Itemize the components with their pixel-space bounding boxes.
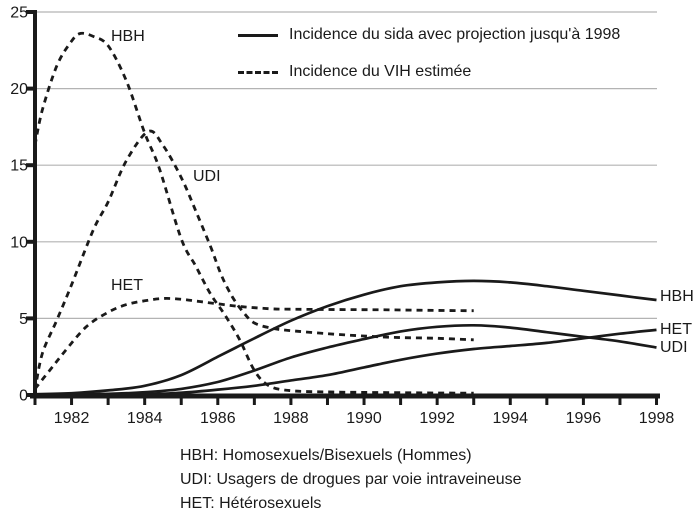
curve-udi-dashed xyxy=(33,129,474,391)
curve-label-udi-right: UDI xyxy=(660,339,688,356)
x-tick-label: 1998 xyxy=(639,410,675,427)
curve-label-het-right: HET xyxy=(660,321,692,338)
y-tick-label: 25 xyxy=(10,5,28,22)
solid-line-sample-icon xyxy=(238,33,278,37)
x-tick-label: 1994 xyxy=(492,410,528,427)
footnote-block: HBH: Homosexuels/Bisexuels (Hommes) UDI:… xyxy=(180,444,522,508)
x-tick-label: 1988 xyxy=(273,410,309,427)
footnote-het: HET: Hétérosexuels xyxy=(180,495,322,508)
dashed-line-sample-icon xyxy=(238,70,278,74)
curve-udi-solid xyxy=(34,323,657,397)
curve-het-dashed xyxy=(33,297,474,390)
x-tick-label: 1990 xyxy=(346,410,382,427)
x-tick-label: 1984 xyxy=(127,410,163,427)
y-tick-label: 15 xyxy=(10,158,28,175)
curve-label-udi-mid: UDI xyxy=(193,168,221,185)
curve-label-hbh-peak: HBH xyxy=(111,28,145,45)
y-tick-label: 5 xyxy=(19,311,28,328)
footnote-udi: UDI: Usagers de drogues par voie intrave… xyxy=(180,471,522,488)
y-tick-label: 10 xyxy=(10,234,28,251)
footnote-hbh: HBH: Homosexuels/Bisexuels (Hommes) xyxy=(180,447,472,464)
curve-het-solid xyxy=(34,328,657,397)
curve-hbh-solid xyxy=(34,279,657,396)
curve-label-het-mid: HET xyxy=(111,277,143,294)
x-tick-label: 1992 xyxy=(419,410,455,427)
legend-label-sida: Incidence du sida avec projection jusqu'… xyxy=(289,26,621,43)
curve-label-hbh-right: HBH xyxy=(660,288,694,305)
x-tick-label: 1996 xyxy=(566,410,602,427)
x-tick-label: 1986 xyxy=(200,410,236,427)
chart-legend: Incidence du sida avec projection jusqu'… xyxy=(238,25,620,99)
y-tick-label: 0 xyxy=(19,388,28,405)
legend-label-vih: Incidence du VIH estimée xyxy=(289,63,472,80)
legend-item-vih: Incidence du VIH estimée xyxy=(238,62,620,82)
y-tick-label: 20 xyxy=(10,81,28,98)
legend-item-sida: Incidence du sida avec projection jusqu'… xyxy=(238,25,620,45)
x-tick-label: 1982 xyxy=(54,410,90,427)
